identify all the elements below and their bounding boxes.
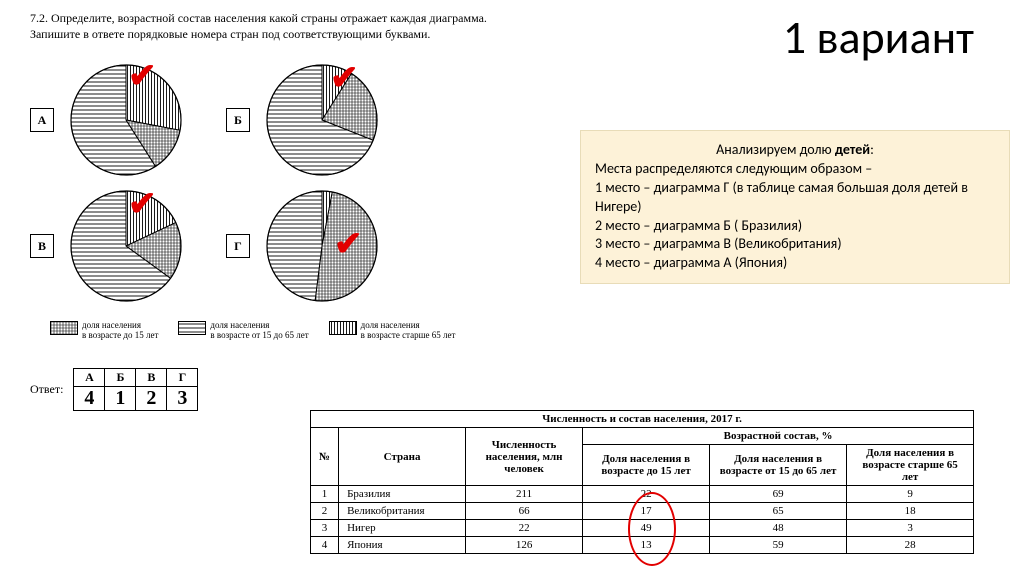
- table-cell: 65: [710, 503, 847, 520]
- legend-a: доля населения в возрасте до 15 лет: [82, 320, 158, 340]
- pie-charts: А ✔ Б ✔ В ✔ Г ✔: [30, 60, 450, 312]
- swatch-mid: [178, 321, 206, 335]
- answer-block: Ответ: А Б В Г 4 1 2 3: [30, 368, 198, 411]
- table-cell: 59: [710, 537, 847, 554]
- pie-label-g: Г: [226, 234, 250, 258]
- table-cell: 4: [311, 537, 339, 554]
- table-cell: 3: [847, 520, 974, 537]
- ans-v-3: 3: [167, 387, 198, 411]
- analysis-l1: Места распределяются следующим образом –: [595, 160, 995, 179]
- analysis-hdr-bold: детей: [835, 141, 870, 158]
- pie-b: ✔: [262, 60, 382, 180]
- tbl-h-age: Возрастной состав, %: [583, 428, 974, 445]
- ans-v-1: 1: [105, 387, 136, 411]
- table-cell: 17: [583, 503, 710, 520]
- tbl-h-country: Страна: [339, 428, 466, 486]
- task-num: 7.2.: [30, 11, 48, 25]
- task-text: 7.2. Определите, возрастной состав насел…: [30, 10, 530, 42]
- analysis-l2: 1 место – диаграмма Г (в таблице самая б…: [595, 179, 995, 217]
- table-cell: 13: [583, 537, 710, 554]
- pie-v: ✔: [66, 186, 186, 306]
- analysis-l5: 4 место – диаграмма А (Япония): [595, 254, 995, 273]
- table-cell: 66: [466, 503, 583, 520]
- table-cell: 18: [847, 503, 974, 520]
- tbl-h-mid: Доля населения в возрасте от 15 до 65 ле…: [710, 445, 847, 486]
- table-cell: 126: [466, 537, 583, 554]
- page-title: 1 вариант: [783, 10, 974, 66]
- ans-h-3: Г: [167, 369, 198, 387]
- legend-c: доля населения в возрасте старше 65 лет: [361, 320, 456, 340]
- ans-v-0: 4: [74, 387, 105, 411]
- tbl-h-u15: Доля населения в возрасте до 15 лет: [583, 445, 710, 486]
- table-cell: 1: [311, 486, 339, 503]
- table-cell: 22: [466, 520, 583, 537]
- tbl-h-pop: Численность населения, млн человек: [466, 428, 583, 486]
- analysis-l4: 3 место – диаграмма В (Великобритания): [595, 235, 995, 254]
- analysis-hdr-pre: Анализируем долю: [716, 141, 835, 158]
- pie-label-v: В: [30, 234, 54, 258]
- pie-label-a: А: [30, 108, 54, 132]
- legend: доля населения в возрасте до 15 лет доля…: [50, 320, 470, 340]
- swatch-over65: [329, 321, 357, 335]
- tbl-title: Численность и состав населения, 2017 г.: [311, 411, 974, 428]
- table-cell: Нигер: [339, 520, 466, 537]
- ans-h-1: Б: [105, 369, 136, 387]
- pie-g: ✔: [262, 186, 382, 306]
- table-cell: 22: [583, 486, 710, 503]
- table-cell: 2: [311, 503, 339, 520]
- task-line1: Определите, возрастной состав населения …: [51, 11, 487, 25]
- table-cell: Бразилия: [339, 486, 466, 503]
- table-cell: 3: [311, 520, 339, 537]
- task-line2: Запишите в ответе порядковые номера стра…: [30, 27, 430, 41]
- table-cell: Япония: [339, 537, 466, 554]
- analysis-box: Анализируем долю детей: Места распределя…: [580, 130, 1010, 284]
- analysis-hdr-post: :: [870, 141, 874, 158]
- ans-h-0: А: [74, 369, 105, 387]
- swatch-under15: [50, 321, 78, 335]
- table-cell: Великобритания: [339, 503, 466, 520]
- data-table: Численность и состав населения, 2017 г. …: [310, 410, 974, 554]
- answer-label: Ответ:: [30, 382, 63, 397]
- table-cell: 28: [847, 537, 974, 554]
- ans-v-2: 2: [136, 387, 167, 411]
- table-cell: 211: [466, 486, 583, 503]
- pie-label-b: Б: [226, 108, 250, 132]
- tbl-h-o65: Доля населения в возрасте старше 65 лет: [847, 445, 974, 486]
- legend-b: доля населения в возрасте от 15 до 65 ле…: [210, 320, 308, 340]
- table-cell: 49: [583, 520, 710, 537]
- table-cell: 48: [710, 520, 847, 537]
- ans-h-2: В: [136, 369, 167, 387]
- tbl-h-num: №: [311, 428, 339, 486]
- answer-table: А Б В Г 4 1 2 3: [73, 368, 198, 411]
- analysis-l3: 2 место – диаграмма Б ( Бразилия): [595, 217, 995, 236]
- table-cell: 69: [710, 486, 847, 503]
- pie-a: ✔: [66, 60, 186, 180]
- table-cell: 9: [847, 486, 974, 503]
